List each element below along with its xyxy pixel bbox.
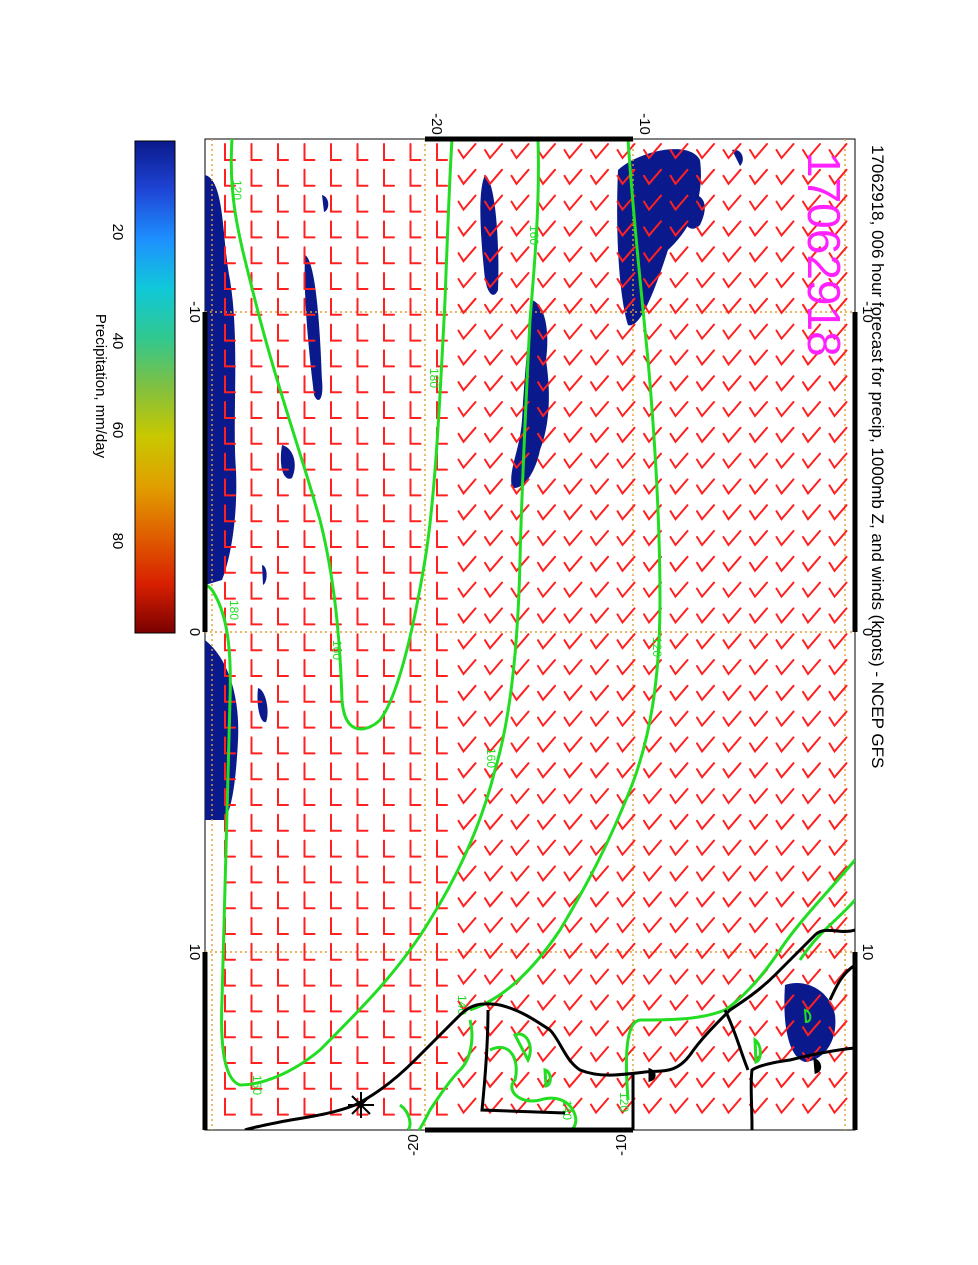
contour-line xyxy=(798,899,855,961)
colorbar-tick-80: 80 xyxy=(109,533,126,550)
contour-line xyxy=(399,1103,412,1130)
precip-area xyxy=(511,300,549,489)
precip-area xyxy=(784,983,836,1062)
station-marker xyxy=(348,1092,374,1118)
contour-line xyxy=(489,1045,578,1130)
height-contours xyxy=(205,139,855,1130)
contour-label: 160 xyxy=(484,748,498,768)
contour-line xyxy=(205,139,540,1087)
lat-label-bottom: -10 xyxy=(613,1134,630,1156)
contour-line xyxy=(229,139,454,731)
axis-segments xyxy=(202,136,858,1133)
lon-label-right: 10 xyxy=(859,944,876,961)
lon-label-right: -10 xyxy=(859,301,876,323)
contour-line xyxy=(803,1008,812,1024)
contour-label: 180 xyxy=(227,600,241,620)
lon-label-left: 0 xyxy=(186,628,203,636)
colorbar-tick-20: 20 xyxy=(109,224,126,241)
axis-labels: -20 -10 -20 -10 -10 0 10 -10 0 10 xyxy=(186,113,876,1156)
precip-area xyxy=(732,149,743,166)
precip-area xyxy=(617,149,701,326)
lon-label-right: 0 xyxy=(859,628,876,636)
contour-line xyxy=(417,1019,474,1130)
contour-label: 120 xyxy=(617,1092,631,1112)
contour-label: 160 xyxy=(527,225,541,245)
precipitation-areas xyxy=(205,149,836,1062)
map-title: 17062918, 006 hour forecast for precip, … xyxy=(868,145,887,768)
colorbar-tick-40: 40 xyxy=(109,333,126,350)
lon-label-left: 10 xyxy=(186,944,203,961)
contour-label: 160 xyxy=(330,640,344,660)
colorbar: 20 40 60 80 Precipitation, mm/day xyxy=(92,140,176,634)
lat-label-top: -20 xyxy=(428,113,445,135)
country-border xyxy=(723,1009,750,1071)
precip-area xyxy=(262,565,267,585)
contour-label: 120 xyxy=(650,637,664,657)
precip-area xyxy=(257,688,268,723)
contour-line xyxy=(624,859,855,1101)
lat-label-top: -10 xyxy=(636,113,653,135)
contour-line xyxy=(753,1036,762,1065)
precip-area xyxy=(304,255,323,400)
wind-barbs xyxy=(224,143,848,1116)
wind-barb xyxy=(224,143,848,1116)
lon-label-left: -10 xyxy=(186,301,203,323)
country-border xyxy=(749,1046,855,1130)
contour-line xyxy=(469,139,662,1012)
contour-label: 140 xyxy=(560,1100,574,1120)
precip-area xyxy=(322,195,329,212)
colorbar-tick-60: 60 xyxy=(109,422,126,439)
country-border xyxy=(480,1009,566,1115)
contour-labels: 120 160 180 160 120 160 140 140 120 160 … xyxy=(227,180,664,1120)
contour-line xyxy=(543,1067,552,1088)
contour-label: 180 xyxy=(427,368,441,388)
contour-label: 120 xyxy=(230,180,244,200)
island xyxy=(648,1067,656,1083)
contour-line xyxy=(512,1032,532,1064)
lat-label-bottom: -20 xyxy=(405,1134,422,1156)
contour-label: 160 xyxy=(250,1075,264,1095)
map-plot-area: 120 160 180 160 120 160 140 140 120 160 … xyxy=(202,136,858,1133)
colorbar-label: Precipitation, mm/day xyxy=(92,314,109,459)
colorbar-gradient xyxy=(134,140,176,634)
island xyxy=(813,1057,822,1075)
country-border xyxy=(828,963,855,1001)
date-stamp: 17062918 xyxy=(798,152,850,357)
precip-area xyxy=(205,175,237,585)
